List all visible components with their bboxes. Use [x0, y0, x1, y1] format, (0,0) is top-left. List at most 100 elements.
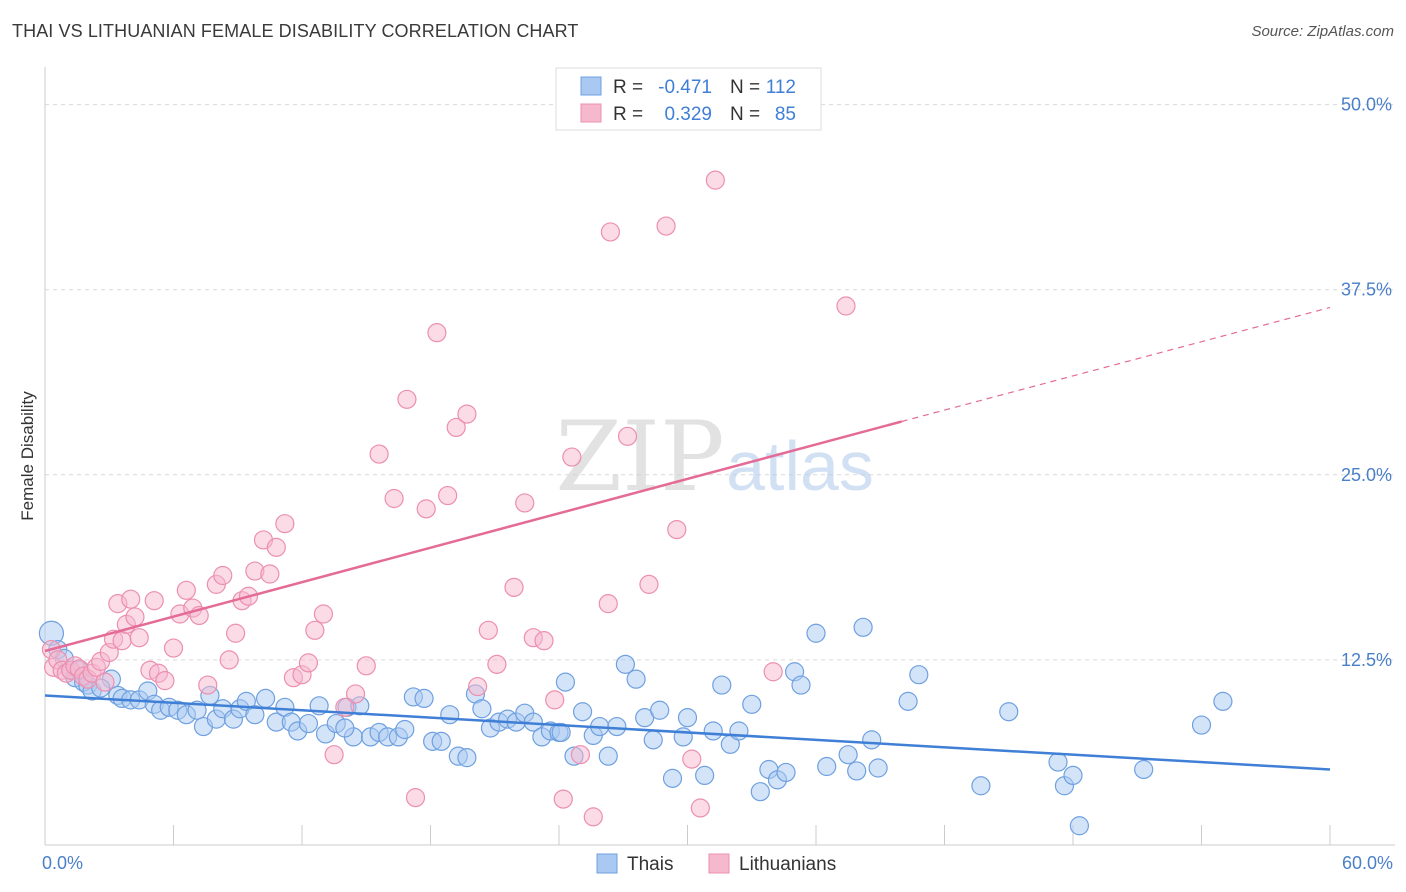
data-point — [213, 565, 233, 586]
data-point — [504, 577, 524, 597]
data-point — [617, 426, 638, 446]
data-point — [397, 389, 417, 409]
data-point — [750, 782, 770, 802]
data-point — [405, 788, 426, 808]
legend-r-value: -0.471 — [658, 77, 712, 98]
data-point — [555, 672, 576, 692]
data-point — [570, 745, 591, 765]
data-point — [478, 620, 498, 640]
legend-swatch — [596, 853, 618, 874]
data-point — [836, 296, 856, 316]
trend-lines — [44, 306, 1331, 771]
data-point — [1191, 715, 1212, 735]
data-point — [553, 789, 573, 809]
legend-swatch — [580, 103, 602, 123]
data-point — [472, 699, 492, 719]
data-point — [705, 170, 725, 190]
data-point — [457, 404, 477, 424]
x-tick-label: 60.0% — [1342, 853, 1393, 873]
data-point — [662, 768, 683, 788]
legend-n-value: 85 — [775, 104, 796, 125]
legend-swatch — [580, 76, 602, 96]
data-point — [1069, 816, 1090, 836]
data-point — [356, 656, 376, 676]
data-point — [468, 676, 488, 697]
data-point — [868, 758, 888, 778]
data-point — [695, 765, 715, 786]
data-point — [643, 730, 663, 750]
legend-n-value: 112 — [766, 77, 796, 98]
data-point — [598, 746, 618, 766]
trend-line-lithuanians-extension — [901, 306, 1331, 423]
data-point — [163, 638, 184, 658]
data-point — [427, 323, 447, 343]
trend-line-thais — [44, 694, 1331, 771]
x-tick-label: 0.0% — [42, 853, 83, 873]
data-point — [345, 684, 366, 704]
data-point — [791, 675, 811, 695]
data-point — [1134, 759, 1154, 780]
data-point — [615, 654, 635, 674]
data-point — [260, 564, 280, 584]
data-point — [245, 705, 265, 725]
data-point — [909, 665, 929, 685]
data-point — [703, 721, 723, 741]
data-point — [650, 700, 670, 720]
series-thais — [38, 617, 1233, 836]
legend-n-label: N = — [730, 77, 760, 98]
data-point — [677, 708, 698, 728]
data-point — [431, 731, 451, 751]
data-point — [534, 631, 554, 651]
data-point — [583, 807, 603, 827]
data-point — [121, 589, 141, 609]
data-point — [562, 447, 582, 467]
data-point — [112, 631, 132, 651]
data-point — [898, 691, 918, 711]
legend-label: Lithuanians — [739, 854, 836, 875]
data-point — [682, 749, 702, 769]
data-point — [335, 718, 355, 738]
data-point — [487, 654, 507, 674]
bottom-legend: Thais Lithuanians — [596, 853, 836, 875]
data-point — [806, 623, 826, 643]
data-point — [155, 671, 175, 691]
data-point — [626, 669, 646, 689]
data-point — [1063, 765, 1083, 786]
data-point — [598, 594, 618, 614]
data-point — [853, 617, 873, 637]
data-point — [298, 653, 319, 673]
data-point — [275, 514, 295, 534]
data-point — [838, 745, 858, 765]
legend-r-label: R = — [613, 77, 643, 98]
data-point — [324, 745, 344, 765]
data-point — [313, 604, 334, 624]
data-point — [776, 762, 796, 783]
legend-r-label: R = — [613, 104, 643, 125]
y-tick-label: 12.5% — [1341, 650, 1392, 670]
trend-line-lithuanians — [44, 420, 902, 653]
y-tick-label: 50.0% — [1341, 95, 1392, 115]
data-point — [129, 628, 149, 648]
data-point — [862, 730, 882, 750]
watermark: ZIP atlas — [555, 401, 874, 513]
data-point — [144, 591, 164, 611]
data-point — [457, 748, 477, 768]
data-point — [438, 485, 458, 506]
data-point — [763, 662, 783, 682]
data-point — [416, 499, 436, 519]
watermark-atlas: atlas — [726, 427, 874, 505]
data-point — [255, 688, 276, 709]
data-point — [298, 713, 319, 734]
data-point — [607, 716, 627, 737]
chart-source: Source: ZipAtlas.com — [1251, 23, 1394, 40]
data-point — [384, 488, 404, 509]
data-point — [187, 700, 207, 720]
data-point — [266, 537, 286, 557]
series-lithuanians — [41, 106, 856, 827]
legend-n-label: N = — [730, 104, 760, 125]
data-point — [999, 702, 1019, 722]
data-point — [817, 756, 837, 777]
y-axis-label: Female Disability — [18, 391, 37, 521]
data-point — [656, 216, 676, 236]
